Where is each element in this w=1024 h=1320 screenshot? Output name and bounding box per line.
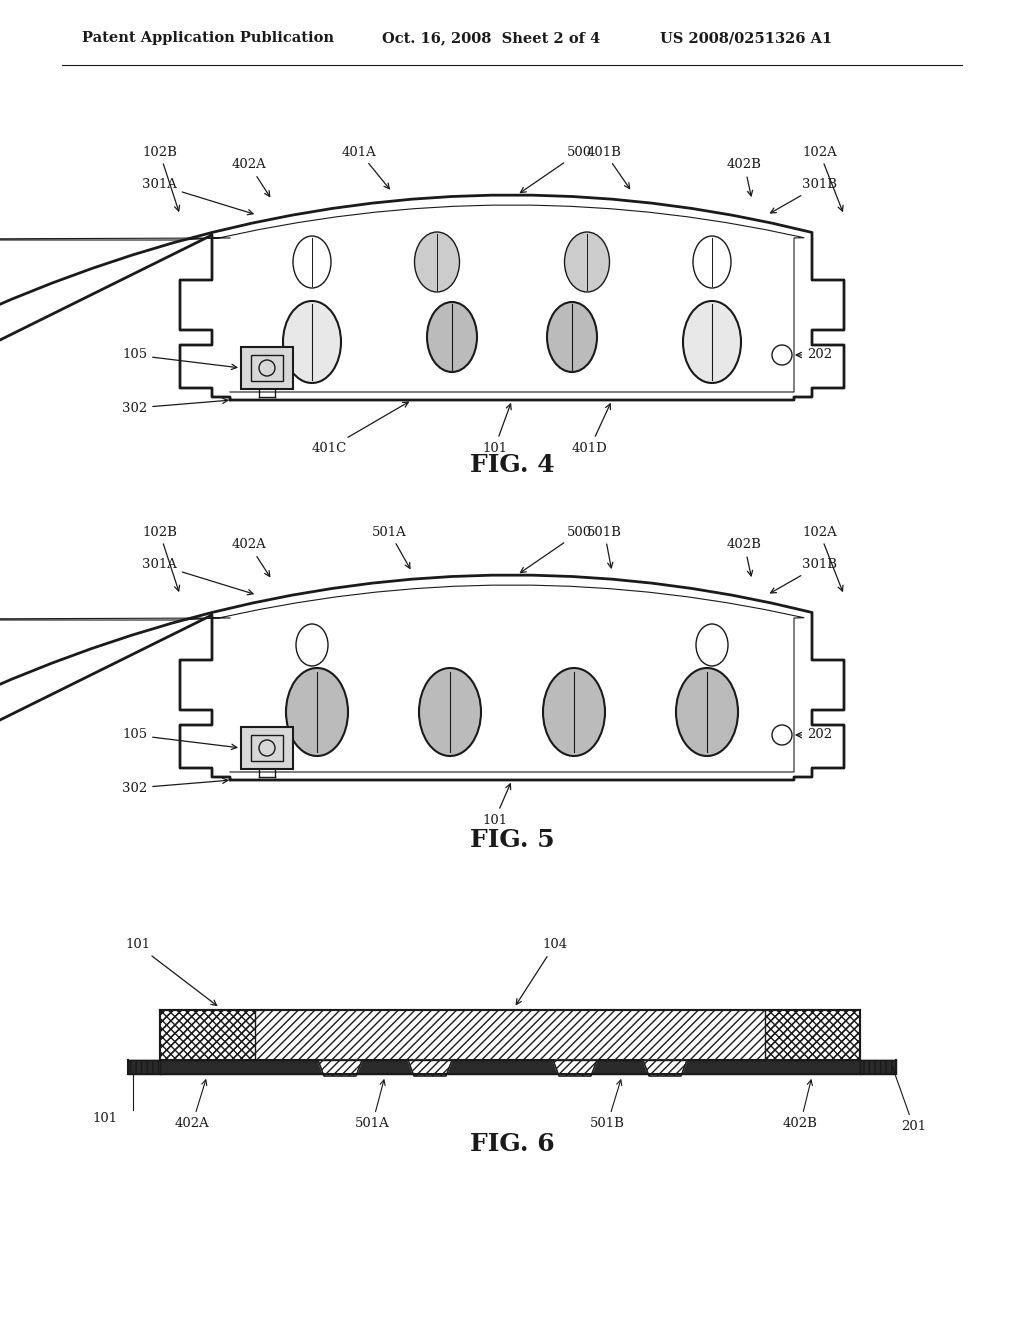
- Bar: [128, 1060, 896, 1074]
- Text: FIG. 5: FIG. 5: [470, 828, 554, 851]
- Text: 101: 101: [93, 1111, 118, 1125]
- Text: 402A: 402A: [232, 158, 269, 197]
- Text: 101: 101: [125, 939, 217, 1006]
- Bar: [160, 1010, 255, 1060]
- Text: 102B: 102B: [142, 145, 179, 211]
- Text: 501A: 501A: [355, 1080, 390, 1130]
- Text: 500: 500: [520, 525, 592, 573]
- Text: 402A: 402A: [175, 1080, 210, 1130]
- Bar: [765, 1010, 860, 1060]
- Ellipse shape: [296, 624, 328, 667]
- Polygon shape: [553, 1060, 597, 1076]
- Ellipse shape: [676, 668, 738, 756]
- Ellipse shape: [427, 302, 477, 372]
- Text: 202: 202: [797, 348, 833, 362]
- Ellipse shape: [283, 301, 341, 383]
- Text: 301B: 301B: [771, 558, 837, 593]
- Text: 101: 101: [482, 784, 511, 826]
- Text: 401D: 401D: [572, 404, 610, 454]
- Bar: [160, 1010, 860, 1060]
- FancyBboxPatch shape: [241, 347, 293, 389]
- Text: Patent Application Publication: Patent Application Publication: [82, 30, 334, 45]
- Text: 105: 105: [122, 348, 237, 370]
- Text: 301A: 301A: [142, 558, 253, 595]
- Ellipse shape: [547, 302, 597, 372]
- Text: 102A: 102A: [802, 525, 843, 591]
- Bar: [860, 1060, 896, 1074]
- Text: 500: 500: [520, 145, 592, 193]
- Text: 501A: 501A: [372, 525, 410, 569]
- Text: Oct. 16, 2008  Sheet 2 of 4: Oct. 16, 2008 Sheet 2 of 4: [382, 30, 600, 45]
- Text: 202: 202: [797, 729, 833, 742]
- Text: 401A: 401A: [342, 145, 389, 189]
- Text: 102B: 102B: [142, 525, 179, 591]
- Text: US 2008/0251326 A1: US 2008/0251326 A1: [660, 30, 833, 45]
- Ellipse shape: [415, 232, 460, 292]
- Text: 101: 101: [482, 404, 511, 454]
- Bar: [128, 1060, 160, 1074]
- Text: 402B: 402B: [727, 539, 762, 576]
- Text: 402A: 402A: [232, 539, 269, 577]
- Text: 401B: 401B: [587, 145, 630, 189]
- Text: 201: 201: [892, 1067, 926, 1133]
- Polygon shape: [643, 1060, 687, 1076]
- Ellipse shape: [564, 232, 609, 292]
- Text: 301A: 301A: [142, 178, 253, 215]
- Text: 301B: 301B: [771, 178, 837, 213]
- Text: 302: 302: [122, 399, 227, 414]
- Polygon shape: [318, 1060, 362, 1076]
- FancyBboxPatch shape: [241, 727, 293, 770]
- Text: FIG. 4: FIG. 4: [470, 453, 554, 477]
- Ellipse shape: [693, 236, 731, 288]
- Polygon shape: [408, 1060, 452, 1076]
- Text: 402B: 402B: [783, 1080, 818, 1130]
- Ellipse shape: [293, 236, 331, 288]
- Text: FIG. 6: FIG. 6: [470, 1133, 554, 1156]
- Ellipse shape: [696, 624, 728, 667]
- Ellipse shape: [419, 668, 481, 756]
- Text: 402B: 402B: [727, 158, 762, 195]
- Ellipse shape: [683, 301, 741, 383]
- Text: 401C: 401C: [312, 403, 409, 454]
- Text: 501B: 501B: [587, 525, 622, 568]
- Text: 501B: 501B: [590, 1080, 625, 1130]
- Text: 302: 302: [122, 779, 227, 795]
- Ellipse shape: [543, 668, 605, 756]
- Text: 102A: 102A: [802, 145, 843, 211]
- Ellipse shape: [286, 668, 348, 756]
- Text: 104: 104: [516, 939, 567, 1005]
- Text: 105: 105: [122, 729, 237, 750]
